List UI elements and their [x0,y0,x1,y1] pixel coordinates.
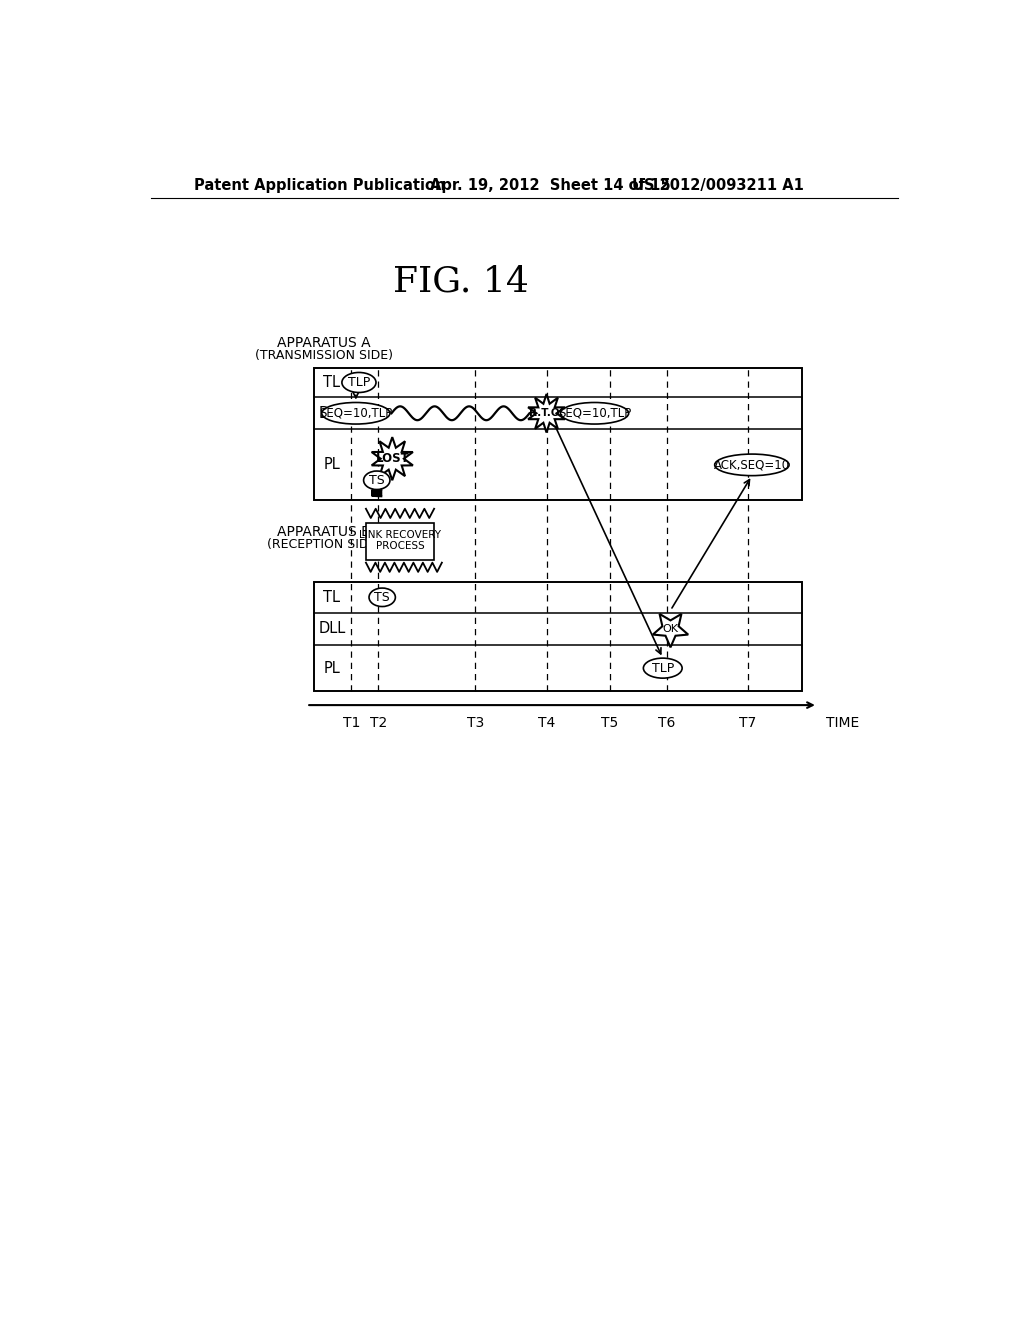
Text: (TRANSMISSION SIDE): (TRANSMISSION SIDE) [255,348,393,362]
Bar [314,368,802,500]
Text: Apr. 19, 2012  Sheet 14 of 15: Apr. 19, 2012 Sheet 14 of 15 [430,178,671,193]
Text: TIME: TIME [825,715,859,730]
Ellipse shape [364,471,390,490]
Text: APPARATUS B: APPARATUS B [278,525,371,539]
Text: PL: PL [324,660,340,676]
Text: DLL: DLL [318,622,345,636]
Text: FIG. 14: FIG. 14 [393,264,529,298]
Ellipse shape [322,403,390,424]
Text: T7: T7 [739,715,757,730]
Polygon shape [528,395,565,433]
Text: US 2012/0093211 A1: US 2012/0093211 A1 [632,178,804,193]
Text: APPARATUS A: APPARATUS A [278,337,371,350]
Ellipse shape [369,589,395,607]
Bar [314,582,802,692]
Ellipse shape [342,372,376,392]
Text: OK: OK [663,624,679,634]
Polygon shape [372,437,413,480]
Text: T5: T5 [601,715,618,730]
Ellipse shape [715,454,790,475]
Text: ACK,SEQ=10: ACK,SEQ=10 [714,458,790,471]
Text: TL: TL [324,590,340,605]
Text: TS: TS [375,591,390,603]
Text: PROCESS: PROCESS [376,541,424,550]
Text: TL: TL [324,375,340,389]
Text: SEQ=10,TLP: SEQ=10,TLP [558,407,631,420]
Text: TS: TS [369,474,385,487]
Text: TLP: TLP [651,661,674,675]
Text: PL: PL [324,457,340,473]
Text: T2: T2 [370,715,387,730]
Ellipse shape [643,659,682,678]
Text: DLL: DLL [318,405,345,421]
Text: Patent Application Publication: Patent Application Publication [194,178,445,193]
Ellipse shape [560,403,629,424]
Text: LINK RECOVERY: LINK RECOVERY [359,529,441,540]
Text: T6: T6 [658,715,675,730]
Text: R.T.O.: R.T.O. [529,408,563,418]
Text: T3: T3 [467,715,483,730]
Text: SEQ=10,TLP: SEQ=10,TLP [319,407,392,420]
Polygon shape [653,614,688,647]
Text: TLP: TLP [348,376,370,389]
Text: T1: T1 [342,715,359,730]
Text: (RECEPTION SIDE): (RECEPTION SIDE) [267,537,381,550]
Text: T4: T4 [538,715,555,730]
Text: LOST: LOST [376,453,410,465]
Bar [366,523,434,560]
